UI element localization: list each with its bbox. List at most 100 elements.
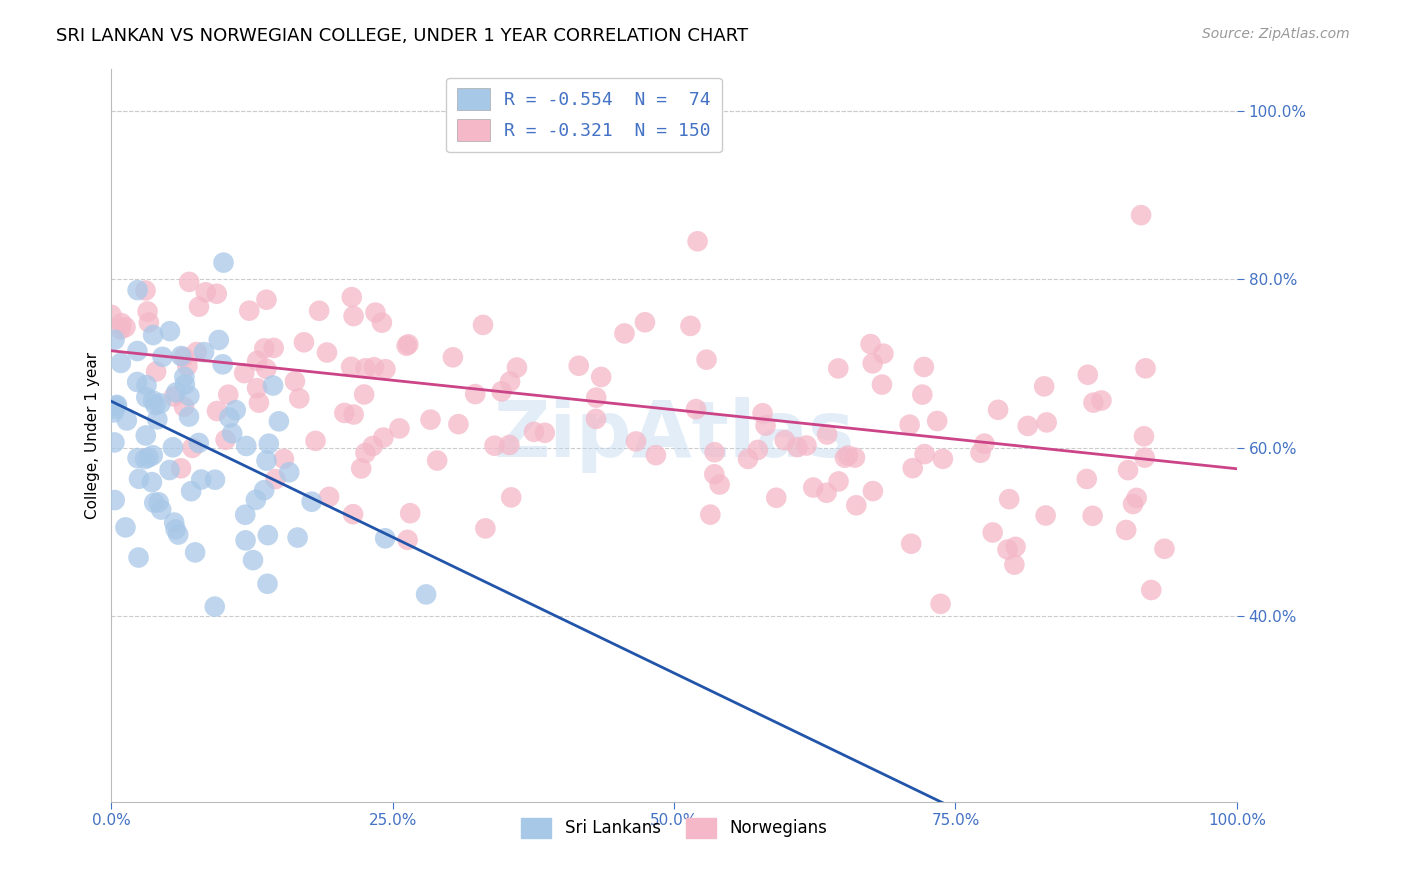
Y-axis label: College, Under 1 year: College, Under 1 year [86,351,100,518]
Point [205,404,228,418]
Point [523,425,546,439]
Point [1017,418,1039,433]
Point [159,324,181,338]
Point [208,333,231,347]
Point [834,450,856,465]
Point [304,434,326,448]
Point [679,318,702,333]
Point [441,351,464,365]
Point [914,447,936,461]
Point [138,315,160,329]
Point [100,308,122,322]
Point [142,393,165,408]
Point [128,472,150,486]
Point [218,410,240,425]
Point [1140,582,1163,597]
Point [415,587,437,601]
Point [170,349,193,363]
Point [138,450,160,465]
Point [292,335,315,350]
Point [773,434,796,448]
Point [499,375,522,389]
Point [447,417,470,432]
Point [256,576,278,591]
Point [114,520,136,534]
Point [128,550,150,565]
Point [932,451,955,466]
Point [1035,508,1057,523]
Point [501,491,523,505]
Point [167,527,190,541]
Point [354,446,377,460]
Point [134,284,156,298]
Point [103,405,125,419]
Point [929,597,952,611]
Point [837,449,859,463]
Point [127,451,149,466]
Point [474,521,496,535]
Point [104,493,127,508]
Point [703,445,725,459]
Point [997,542,1019,557]
Point [308,303,330,318]
Point [142,448,165,462]
Point [373,431,395,445]
Point [204,473,226,487]
Point [150,502,173,516]
Point [1125,491,1147,505]
Point [173,350,195,364]
Point [371,316,394,330]
Point [110,322,132,336]
Point [105,399,128,413]
Point [815,485,838,500]
Point [135,428,157,442]
Point [1153,541,1175,556]
Point [395,339,418,353]
Point [361,439,384,453]
Point [1122,497,1144,511]
Point [179,389,201,403]
Point [165,385,187,400]
Point [969,446,991,460]
Point [287,531,309,545]
Point [262,378,284,392]
Point [217,387,239,401]
Point [247,395,270,409]
Point [170,461,193,475]
Point [233,508,256,522]
Point [644,448,666,462]
Point [190,473,212,487]
Point [591,370,613,384]
Point [696,352,718,367]
Point [862,484,884,499]
Legend: Sri Lankans, Norwegians: Sri Lankans, Norwegians [515,811,834,845]
Point [267,414,290,428]
Point [174,377,197,392]
Point [103,435,125,450]
Point [134,452,156,467]
Point [278,465,301,479]
Point [186,345,208,359]
Point [613,326,636,341]
Point [238,303,260,318]
Point [927,414,949,428]
Point [146,412,169,426]
Point [194,285,217,300]
Point [796,438,818,452]
Point [142,328,165,343]
Point [115,413,138,427]
Point [188,300,211,314]
Point [257,436,280,450]
Point [165,522,187,536]
Point [900,537,922,551]
Point [263,341,285,355]
Point [911,387,934,401]
Point [1077,368,1099,382]
Point [353,387,375,401]
Point [419,412,441,426]
Point [374,362,396,376]
Point [827,475,849,489]
Point [127,344,149,359]
Point [901,461,924,475]
Point [246,354,269,368]
